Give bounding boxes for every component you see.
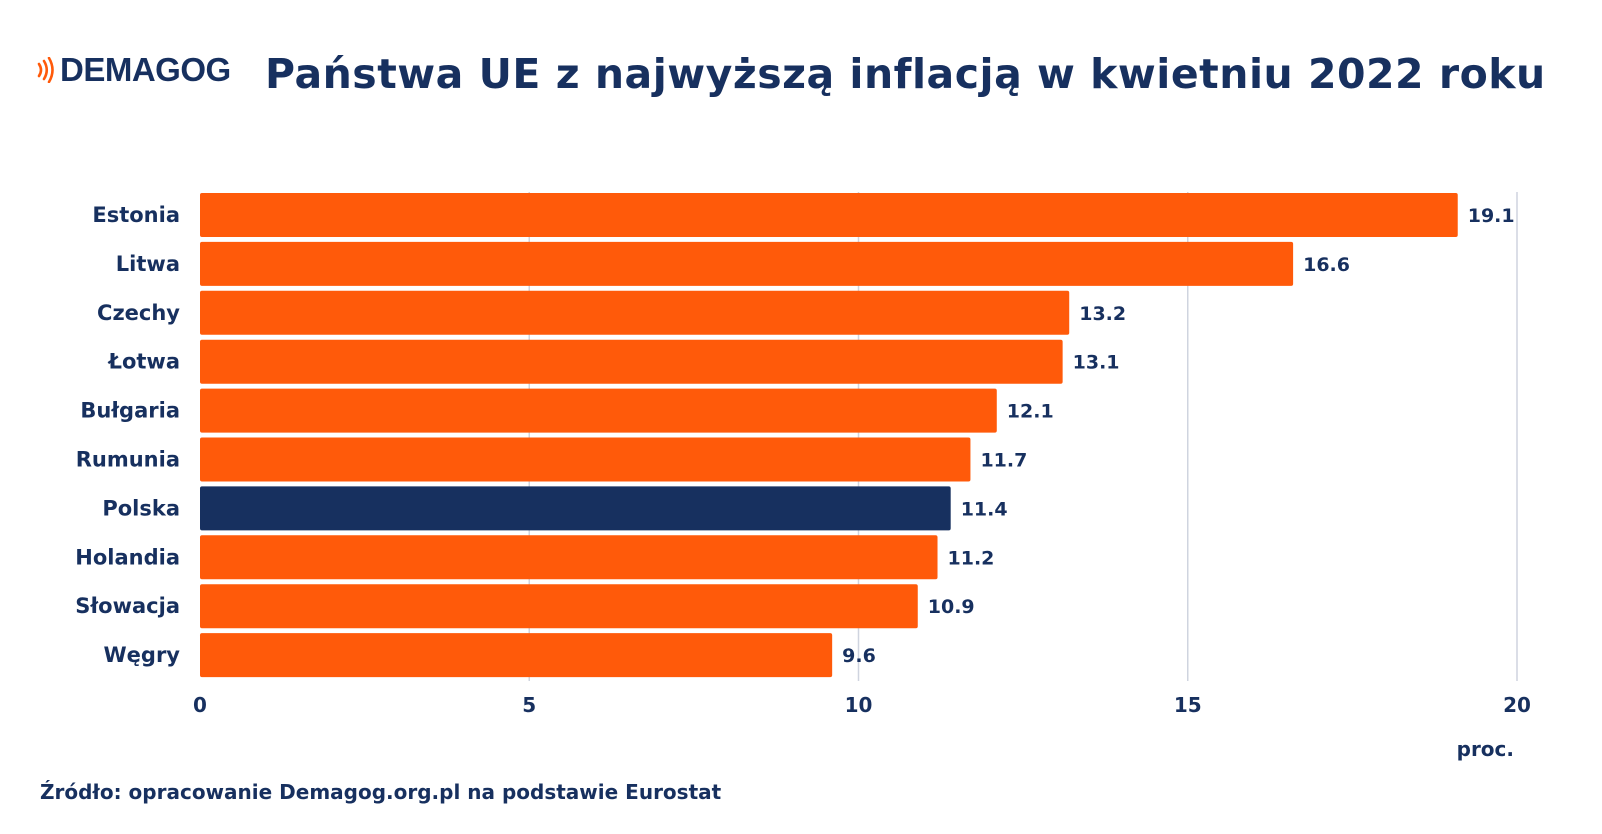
value-label: 13.1 bbox=[1073, 352, 1120, 374]
category-label: Polska bbox=[102, 496, 180, 520]
category-label: Węgry bbox=[104, 643, 181, 667]
value-label: 9.6 bbox=[842, 645, 876, 667]
bar bbox=[200, 388, 997, 433]
category-label: Litwa bbox=[116, 252, 180, 276]
category-label: Rumunia bbox=[76, 448, 180, 472]
category-label: Estonia bbox=[92, 203, 180, 227]
demagog-logo: DEMAGOG bbox=[36, 50, 231, 90]
value-label: 16.6 bbox=[1303, 254, 1350, 276]
category-label: Bułgaria bbox=[80, 399, 180, 423]
value-label: 19.1 bbox=[1468, 205, 1515, 227]
bar bbox=[200, 241, 1294, 286]
value-label: 10.9 bbox=[928, 596, 975, 618]
sound-waves-icon bbox=[37, 57, 54, 83]
bar bbox=[200, 535, 938, 580]
chart-title: Państwa UE z najwyższą inflacją w kwietn… bbox=[265, 50, 1546, 98]
bar bbox=[200, 193, 1458, 237]
value-label: 11.4 bbox=[961, 498, 1008, 520]
x-tick-label: 20 bbox=[1503, 693, 1531, 717]
category-label: Słowacja bbox=[75, 594, 180, 618]
x-tick-label: 5 bbox=[522, 693, 536, 717]
bar bbox=[200, 584, 918, 629]
value-label: 12.1 bbox=[1007, 401, 1054, 423]
x-tick-label: 15 bbox=[1174, 693, 1202, 717]
value-label: 13.2 bbox=[1079, 303, 1126, 325]
category-label: Holandia bbox=[75, 545, 180, 569]
bar bbox=[200, 486, 951, 531]
bar bbox=[200, 339, 1063, 384]
x-tick-label: 10 bbox=[845, 693, 873, 717]
bar bbox=[200, 290, 1070, 335]
category-label: Łotwa bbox=[107, 350, 180, 374]
value-label: 11.2 bbox=[948, 547, 995, 569]
x-axis-label: proc. bbox=[1457, 737, 1514, 761]
bar bbox=[200, 437, 971, 482]
bar bbox=[200, 633, 833, 678]
x-tick-label: 0 bbox=[193, 693, 207, 717]
category-label: Czechy bbox=[97, 301, 180, 325]
logo-text: DEMAGOG bbox=[60, 51, 231, 88]
value-label: 11.7 bbox=[980, 450, 1027, 472]
source-note: Źródło: opracowanie Demagog.org.pl na po… bbox=[40, 780, 722, 804]
